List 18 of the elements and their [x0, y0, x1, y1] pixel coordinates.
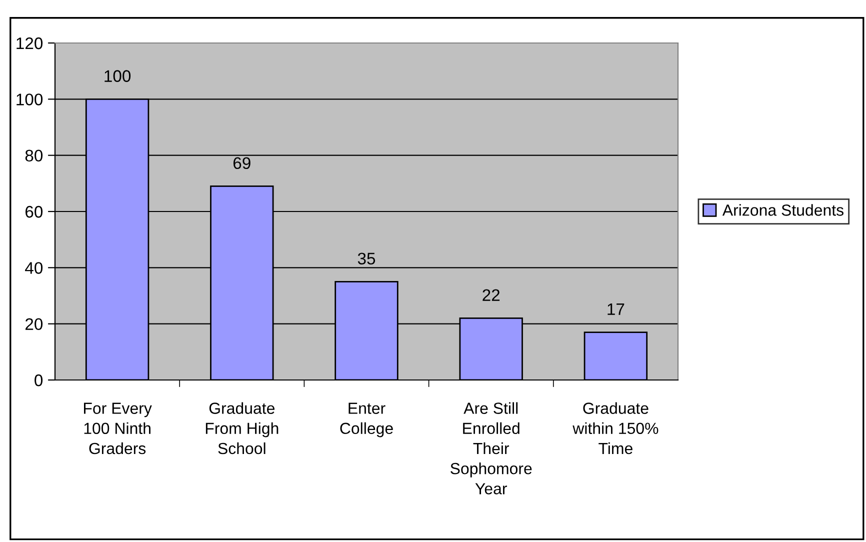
- data-label: 22: [482, 289, 500, 301]
- data-label: 69: [233, 157, 250, 170]
- x-tick-label: Enter College: [340, 402, 393, 438]
- x-tick-label: For Every 100 Ninth Graders: [84, 402, 152, 454]
- data-label: 35: [358, 252, 376, 265]
- x-tick-label: Graduate within 150% Time: [572, 402, 658, 454]
- data-label: 100: [104, 70, 131, 82]
- y-tick-label: 100: [16, 94, 43, 106]
- x-tick-label: Graduate From High School: [206, 402, 278, 454]
- y-tick-label: 120: [16, 37, 43, 50]
- x-tick-label: Are Still Enrolled Their Sophomore Year: [450, 402, 532, 494]
- legend-label: Arizona Students: [722, 204, 844, 216]
- y-tick-label: 20: [25, 318, 43, 330]
- y-tick-label: 0: [34, 374, 43, 386]
- y-tick-label: 80: [25, 150, 43, 162]
- y-tick-label: 40: [25, 262, 43, 274]
- y-tick-label: 60: [26, 206, 43, 218]
- data-label: 17: [608, 303, 624, 315]
